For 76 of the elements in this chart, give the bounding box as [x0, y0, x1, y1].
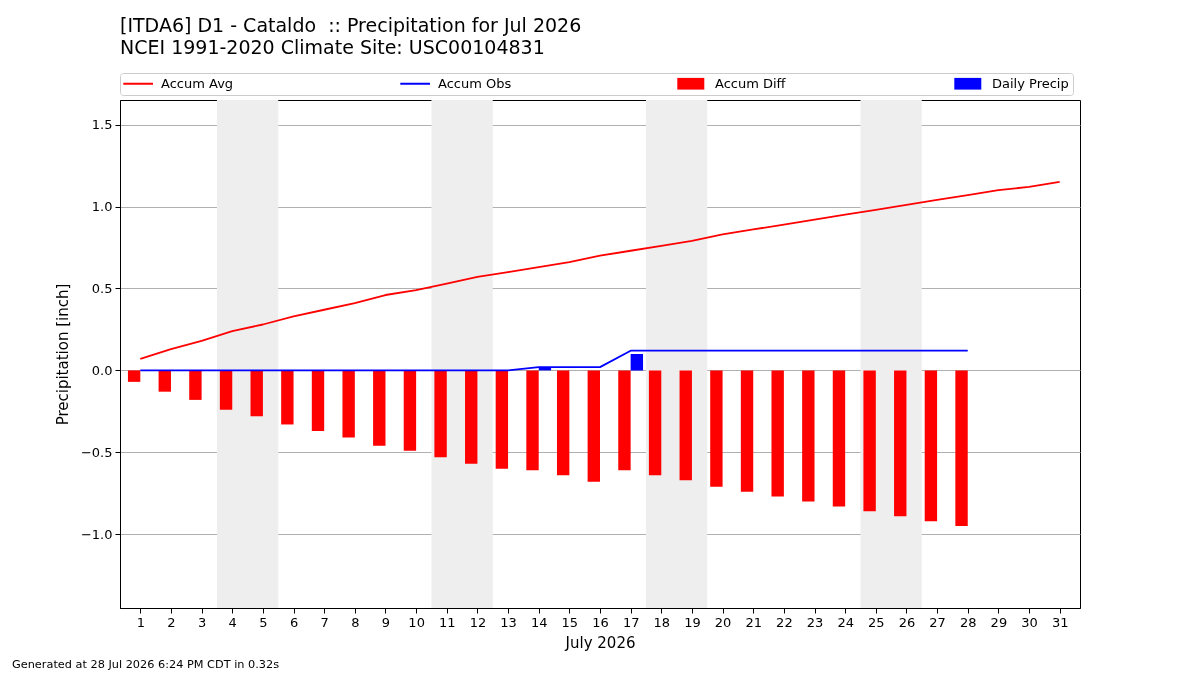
bar: [373, 370, 386, 446]
bar: [495, 370, 509, 469]
bar: [342, 370, 355, 438]
bar: [434, 370, 447, 458]
x-tick-label: 27: [929, 614, 946, 630]
text: Generated at 28 Jul 2026 6:24 PM CDT in 0.32s: [12, 658, 280, 671]
bar: [894, 370, 907, 517]
x-tick-label: 26: [898, 614, 916, 630]
x-tick-label: 25: [868, 614, 885, 630]
x-tick-label: 22: [776, 614, 793, 630]
line-series: [139, 181, 1061, 360]
x-tick-label: 31: [1051, 614, 1069, 630]
x-tick-label: 1: [136, 614, 145, 630]
x-tick-label: 10: [408, 614, 425, 630]
bar: [630, 354, 644, 371]
bar: [679, 370, 692, 481]
bar: [648, 370, 662, 476]
x-tick-label: 17: [622, 614, 640, 630]
y-tick-label: −1.0: [80, 526, 113, 542]
bar: [740, 370, 754, 492]
y-tick-label: 0.5: [91, 280, 113, 296]
bar: [189, 370, 202, 400]
chart-title: [ITDA6] D1 - Cataldo :: Precipitation for Jul 2026: [120, 13, 582, 36]
x-tick-label: 14: [530, 614, 548, 630]
bar: [465, 370, 478, 464]
x-tick-label: 23: [806, 614, 824, 630]
x-tick-label: 18: [653, 614, 671, 630]
bar: [832, 370, 846, 507]
bar: [771, 370, 784, 497]
x-tick-label: 24: [837, 614, 854, 630]
x-tick-label: 29: [990, 614, 1008, 630]
x-tick-label: 28: [959, 614, 977, 630]
bar: [219, 370, 233, 410]
y-axis-title: Precipitation [inch]: [53, 283, 72, 426]
x-tick-label: 15: [561, 614, 579, 630]
bar: [710, 370, 723, 487]
x-tick-label: 8: [351, 614, 360, 630]
bar: [924, 370, 938, 522]
x-tick-label: 12: [469, 614, 487, 630]
bar: [618, 370, 631, 471]
bar: [863, 370, 876, 512]
bar: [526, 370, 539, 471]
x-tick-label: 7: [320, 614, 329, 630]
bar: [955, 370, 968, 527]
x-tick-label: 13: [500, 614, 517, 630]
bar: [802, 370, 815, 502]
bar: [587, 370, 600, 482]
bar: [281, 370, 294, 425]
bar: [127, 370, 141, 382]
bar: [556, 370, 570, 476]
legend-label: Accum Obs: [438, 75, 512, 91]
legend-label: Accum Diff: [715, 75, 787, 91]
bar: [158, 370, 171, 392]
legend-label: Daily Precip: [992, 75, 1069, 91]
x-tick-label: 4: [228, 614, 237, 630]
x-tick-label: 16: [592, 614, 609, 630]
x-tick-label: 30: [1021, 614, 1038, 630]
x-tick-label: 11: [439, 614, 456, 630]
x-tick-label: 19: [684, 614, 701, 630]
x-tick-label: 5: [259, 614, 268, 630]
x-tick-label: 21: [745, 614, 762, 630]
bar: [311, 370, 325, 432]
x-axis-title: July 2026: [564, 633, 636, 652]
legend-label: Accum Avg: [161, 75, 234, 91]
y-tick-label: 0.0: [91, 362, 113, 378]
chart-subtitle: NCEI 1991-2020 Climate Site: USC00104831: [120, 35, 545, 58]
x-tick-label: 20: [714, 614, 732, 630]
y-tick-label: −0.5: [80, 444, 113, 460]
y-tick-label: 1.0: [91, 199, 113, 215]
bar: [403, 370, 417, 451]
x-tick-label: 2: [167, 614, 176, 630]
x-tick-label: 9: [381, 614, 391, 630]
x-tick-label: 6: [289, 614, 299, 630]
bar: [250, 370, 263, 417]
y-tick-label: 1.5: [91, 117, 113, 133]
x-tick-label: 3: [197, 614, 207, 630]
